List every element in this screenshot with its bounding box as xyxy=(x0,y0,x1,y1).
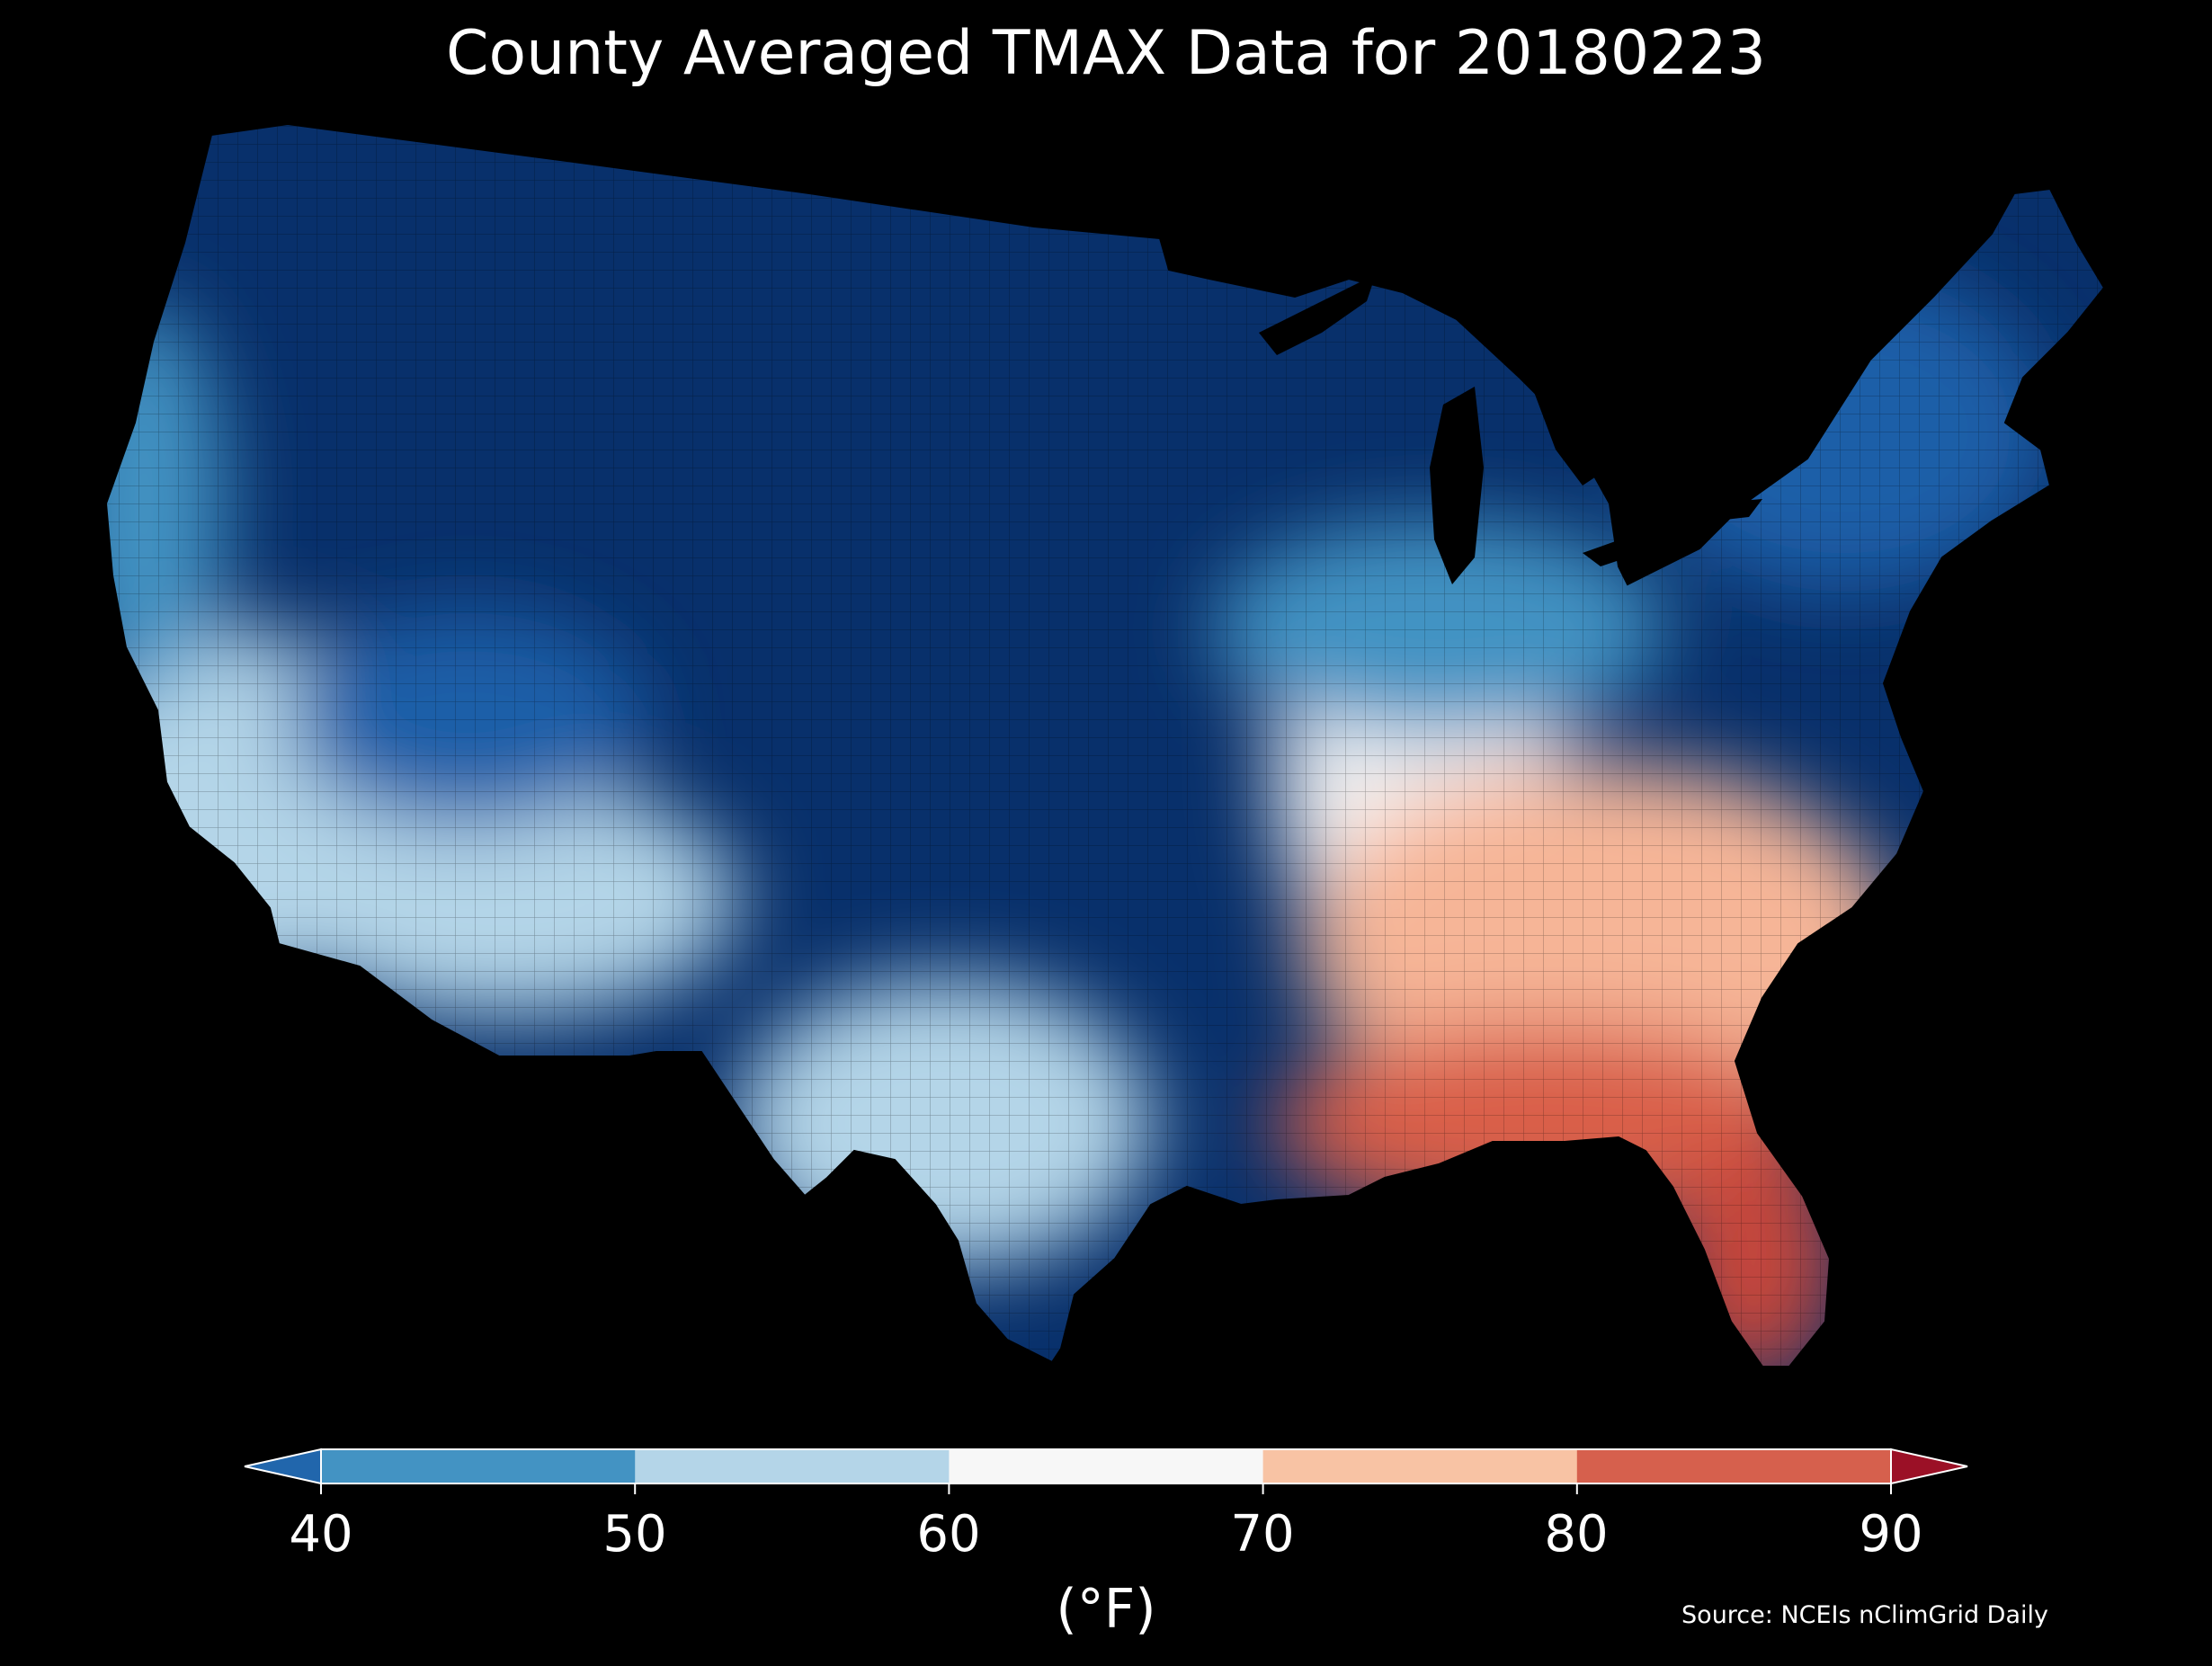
tick-label-70: 70 xyxy=(1230,1505,1295,1564)
colorbar-units-label: (°F) xyxy=(1056,1578,1156,1641)
tick-label-40: 40 xyxy=(289,1505,353,1564)
colorbar-extension-high xyxy=(1890,1448,1968,1485)
colorbar-extension-low xyxy=(244,1448,322,1485)
colorbar-bin-60-70 xyxy=(949,1449,1264,1483)
colorbar-bin-70-80 xyxy=(1262,1449,1578,1483)
map-title: County Averaged TMAX Data for 20180223 xyxy=(446,18,1766,89)
colorbar-bin-50-60 xyxy=(635,1449,950,1483)
colorbar-bin-80-90 xyxy=(1576,1449,1892,1483)
tick-label-50: 50 xyxy=(602,1505,667,1564)
lake-erie xyxy=(1583,521,1690,566)
lake-michigan xyxy=(1430,387,1484,584)
tick-label-60: 60 xyxy=(916,1505,981,1564)
colorbar-outline xyxy=(320,1448,1892,1484)
tick-label-90: 90 xyxy=(1859,1505,1923,1564)
us-outline xyxy=(104,122,2106,1368)
colorbar-bin-40-50 xyxy=(321,1449,636,1483)
lake-superior xyxy=(1259,274,1376,355)
source-credit: Source: NCEIs nClimGrid Daily xyxy=(1681,1601,2048,1629)
lake-ontario xyxy=(1708,499,1762,521)
tick-label-80: 80 xyxy=(1544,1505,1609,1564)
